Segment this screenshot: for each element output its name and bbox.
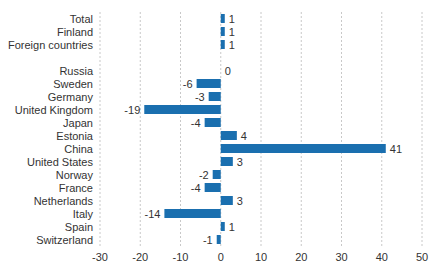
bar	[221, 222, 225, 231]
category-label: Spain	[65, 221, 93, 233]
bar	[217, 235, 221, 244]
data-label: -4	[191, 117, 201, 129]
bar	[221, 14, 225, 23]
tick-label: -20	[132, 251, 148, 263]
chart-container: -30-20-1001020304050TotalFinlandForeign …	[0, 0, 442, 272]
grid-line	[422, 12, 423, 246]
bar	[209, 92, 221, 101]
category-label: Japan	[63, 117, 93, 129]
bar	[221, 40, 225, 49]
data-label: 1	[229, 26, 235, 38]
category-label: Norway	[56, 169, 94, 181]
bar	[220, 66, 221, 75]
tick-label: 40	[376, 251, 388, 263]
grid-line	[301, 12, 302, 246]
data-label: 3	[237, 195, 243, 207]
category-label: Italy	[73, 208, 94, 220]
bar	[144, 105, 220, 114]
bar	[197, 79, 221, 88]
data-label: 1	[229, 221, 235, 233]
data-label: 0	[225, 65, 231, 77]
category-label: Netherlands	[34, 195, 94, 207]
data-label: 3	[237, 156, 243, 168]
tick-label: 10	[255, 251, 267, 263]
data-label: 4	[241, 130, 247, 142]
bar	[221, 144, 386, 153]
grid-line	[381, 12, 382, 246]
grid-line	[261, 12, 262, 246]
bar	[221, 157, 233, 166]
category-label: United Kingdom	[15, 104, 93, 116]
data-label: -6	[183, 78, 193, 90]
bars	[144, 14, 386, 244]
category-label: Total	[70, 13, 93, 25]
category-label: China	[64, 143, 94, 155]
tick-label: -30	[92, 251, 108, 263]
data-label: -3	[195, 91, 205, 103]
category-label: United States	[27, 156, 94, 168]
bar	[221, 27, 225, 36]
data-label: -14	[144, 208, 160, 220]
data-label: 1	[229, 39, 235, 51]
bar	[164, 209, 220, 218]
category-label: Sweden	[53, 78, 93, 90]
data-label: -4	[191, 182, 201, 194]
tick-label: 50	[416, 251, 428, 263]
bar	[205, 183, 221, 192]
tick-label: 0	[218, 251, 224, 263]
bar	[221, 131, 237, 140]
data-label: -19	[124, 104, 140, 116]
data-label: -2	[199, 169, 209, 181]
grid	[100, 12, 422, 246]
tick-label: -10	[173, 251, 189, 263]
category-label: Finland	[57, 26, 93, 38]
category-label: France	[59, 182, 93, 194]
category-label: Estonia	[56, 130, 94, 142]
tick-label: 20	[295, 251, 307, 263]
data-label: -1	[203, 234, 213, 246]
data-label: 1	[229, 13, 235, 25]
bar	[213, 170, 221, 179]
grid-line	[100, 12, 101, 246]
tick-label: 30	[335, 251, 347, 263]
data-label: 41	[390, 143, 402, 155]
category-label: Russia	[59, 65, 94, 77]
category-label: Germany	[48, 91, 94, 103]
category-label: Switzerland	[36, 234, 93, 246]
chart-svg: -30-20-1001020304050TotalFinlandForeign …	[0, 0, 442, 272]
grid-line	[140, 12, 141, 246]
category-label: Foreign countries	[8, 39, 93, 51]
bar	[221, 196, 233, 205]
grid-line	[341, 12, 342, 246]
bar	[205, 118, 221, 127]
